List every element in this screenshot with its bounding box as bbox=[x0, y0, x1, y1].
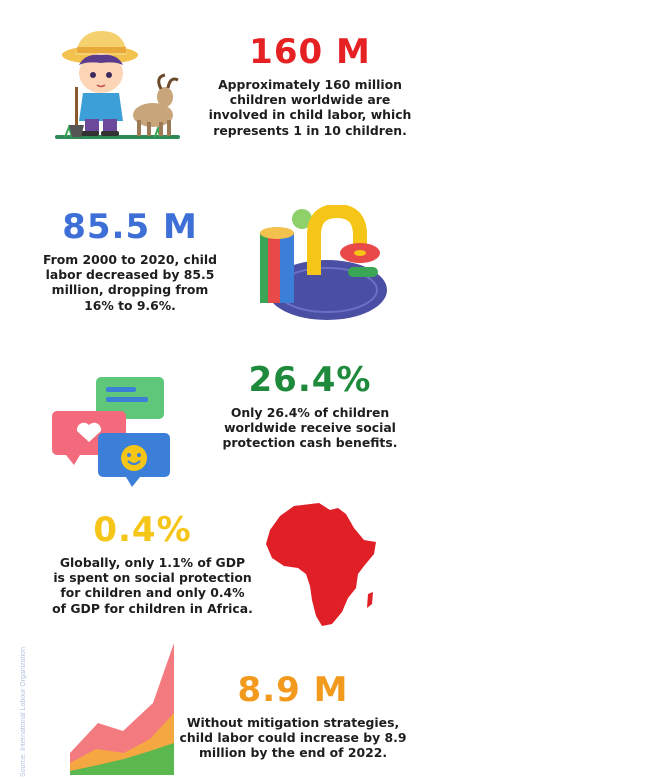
stat-block-social-protection: 26.4% Only 26.4% of children worldwide r… bbox=[210, 363, 410, 451]
stat-figure: 8.9 M bbox=[237, 670, 349, 710]
stat-description: Approximately 160 million children world… bbox=[208, 77, 412, 138]
stat-block-projected-increase: 8.9 M Without mitigation strategies, chi… bbox=[178, 673, 408, 761]
stat-block-gdp-spending: 0.4% Globally, only 1.1% of GDP is spent… bbox=[40, 513, 265, 616]
stat-block-child-labor-total: 160 M Approximately 160 million children… bbox=[205, 35, 415, 138]
source-note: Source: International Labour Organizatio… bbox=[20, 647, 27, 777]
stat-figure: 160 M bbox=[249, 32, 371, 72]
stat-description: Only 26.4% of children worldwide receive… bbox=[222, 405, 398, 451]
area-chart-icon bbox=[70, 643, 174, 775]
stat-description: Without mitigation strategies, child lab… bbox=[179, 715, 407, 761]
stat-figure: 0.4% bbox=[93, 510, 192, 550]
stat-description: Globally, only 1.1% of GDP is spent on s… bbox=[52, 555, 253, 616]
stat-figure: 26.4% bbox=[248, 360, 372, 400]
chat-bubbles-icon bbox=[52, 377, 170, 487]
africa-map-icon bbox=[266, 503, 376, 626]
child-with-goat-icon bbox=[55, 30, 180, 139]
abstract-3d-shapes-icon bbox=[260, 205, 387, 320]
stat-figure: 85.5 M bbox=[62, 207, 198, 247]
stat-description: From 2000 to 2020, child labor decreased… bbox=[42, 252, 218, 313]
stat-block-child-labor-decrease: 85.5 M From 2000 to 2020, child labor de… bbox=[30, 210, 230, 313]
